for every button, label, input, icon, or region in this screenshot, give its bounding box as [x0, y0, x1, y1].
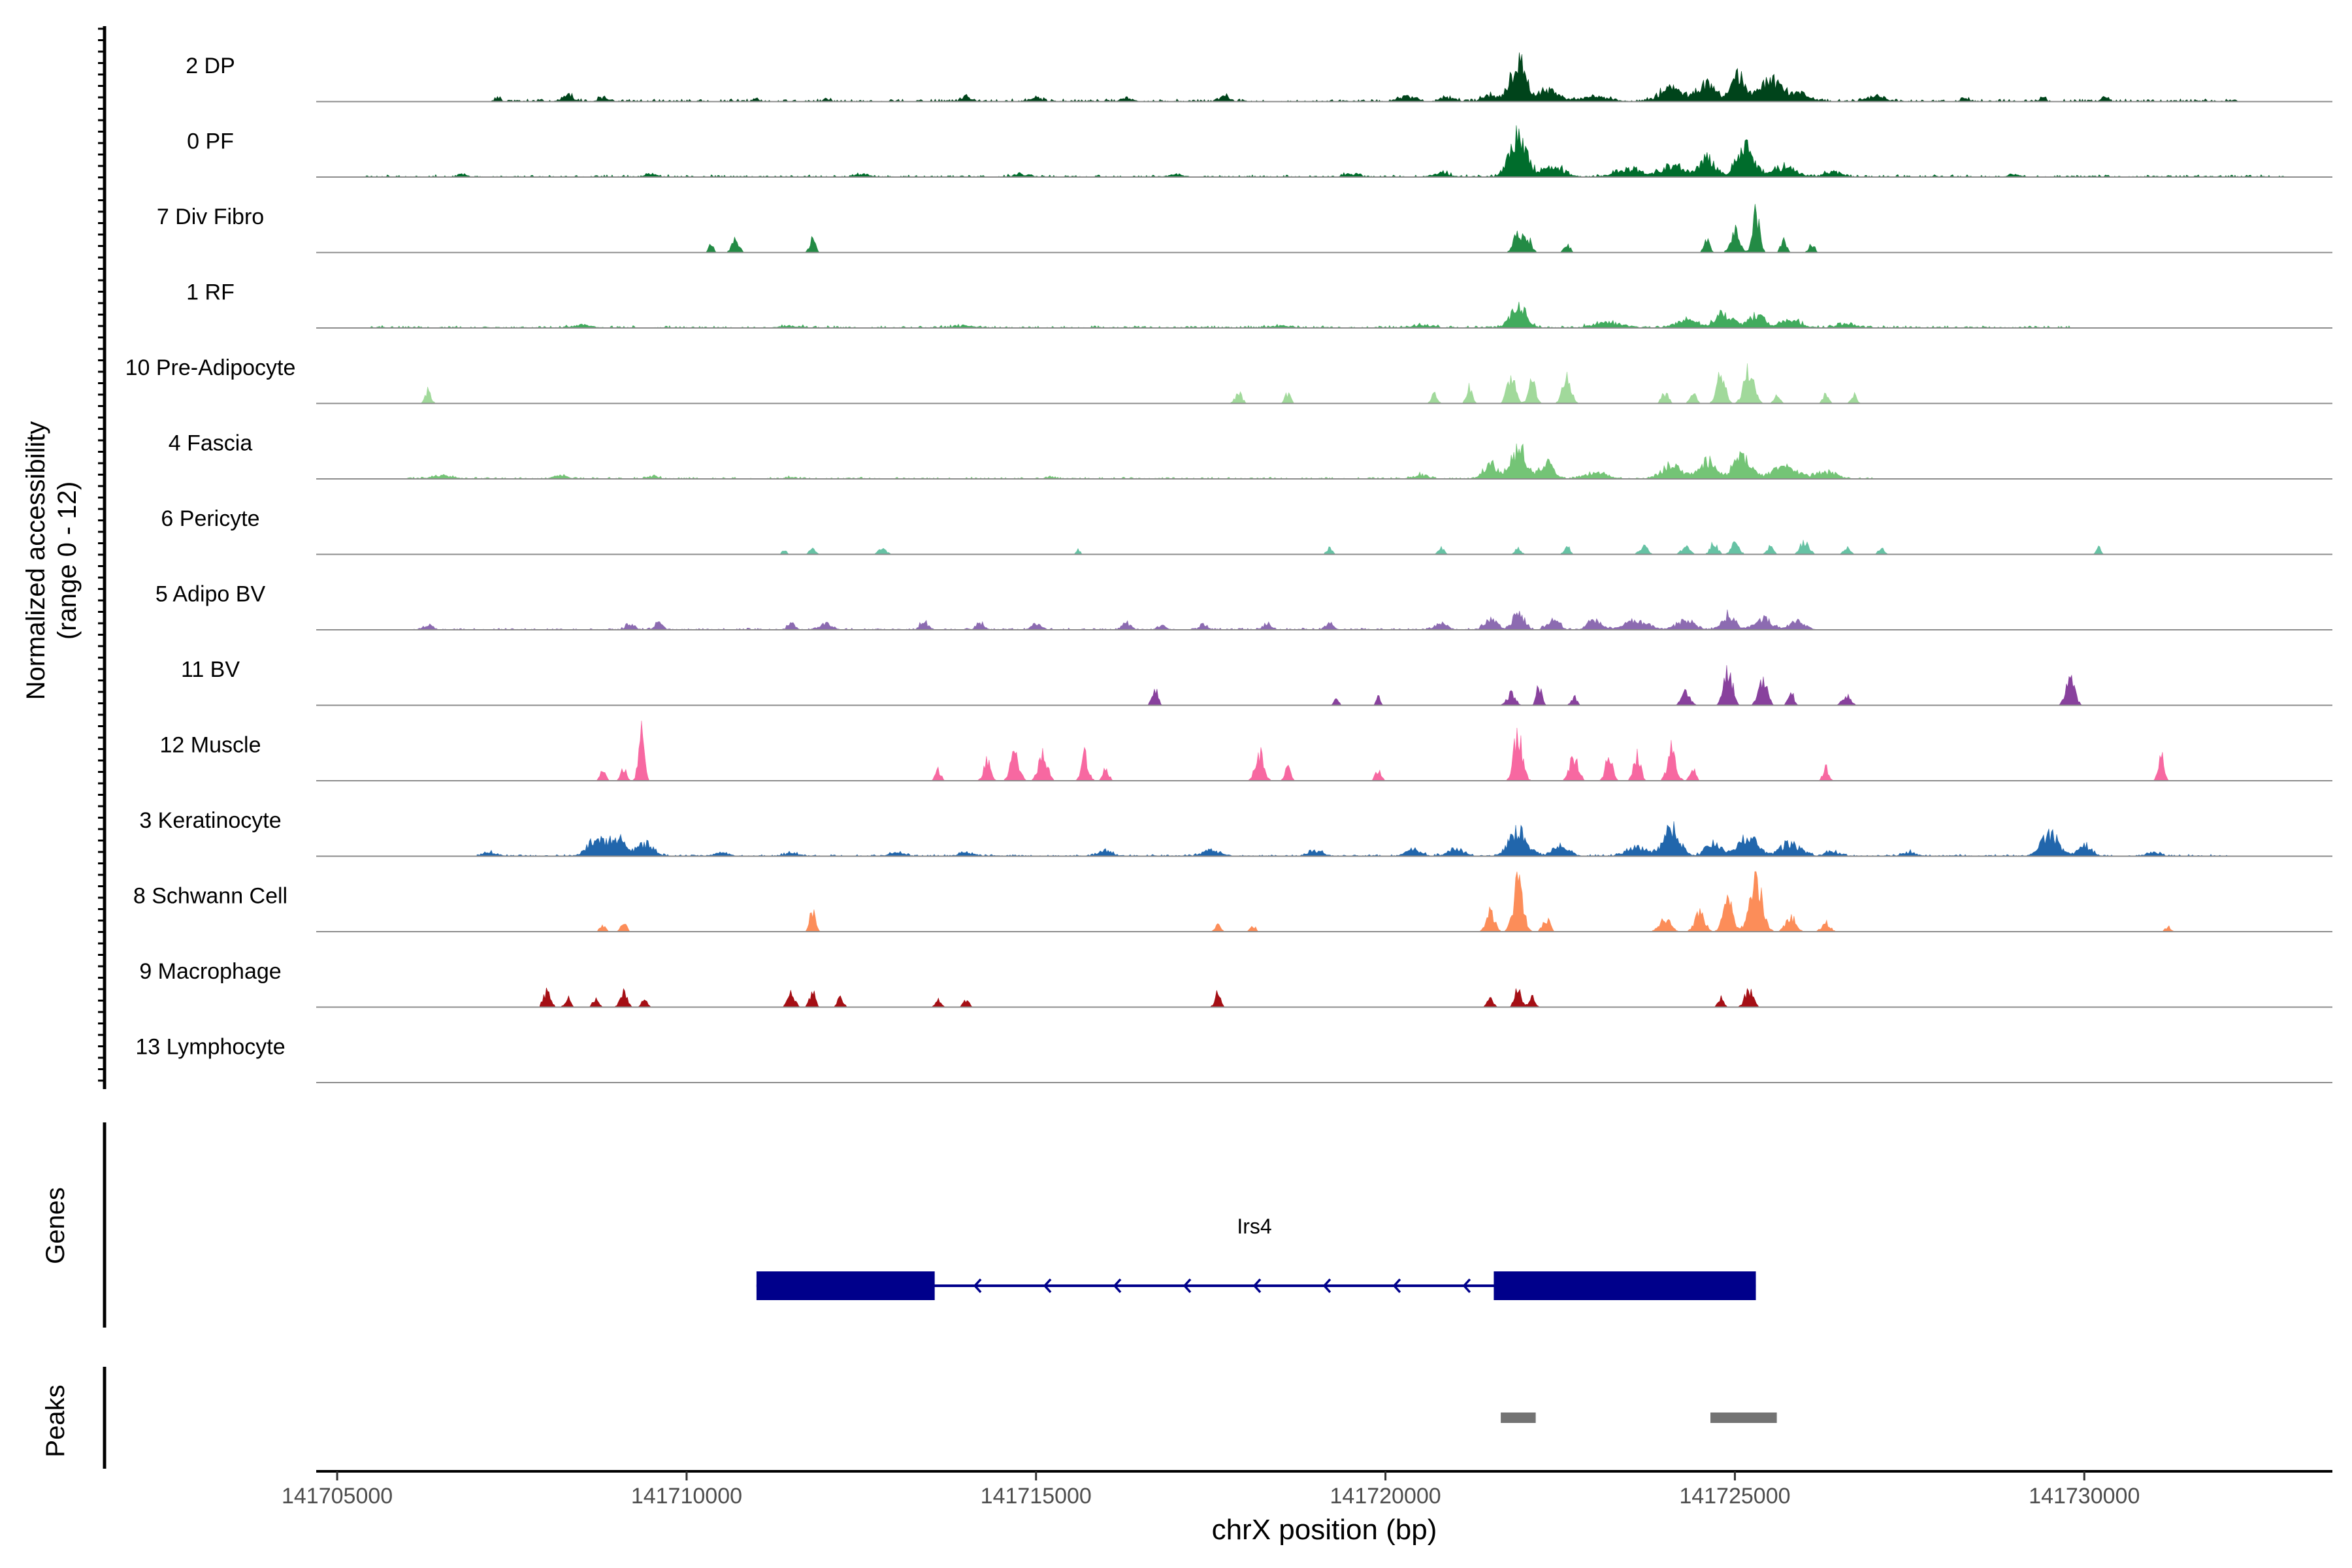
track-13-lymphocyte: 13 Lymphocyte	[135, 1035, 2332, 1083]
track-signal	[420, 363, 1861, 404]
track-signal	[414, 609, 1820, 630]
track-signal	[365, 301, 2071, 329]
track-2-dp: 2 DP	[186, 52, 2332, 103]
gene-strand-arrow	[1322, 1278, 1331, 1294]
track-signal	[700, 204, 1826, 253]
track-label: 0 PF	[187, 129, 234, 154]
gene-strand-arrow	[1462, 1278, 1471, 1294]
genes-panel: Genes Irs4	[41, 1122, 1756, 1328]
track-label: 5 Adipo BV	[155, 582, 266, 607]
track-1-rf: 1 RF	[186, 280, 2332, 329]
track-10-pre-adipocyte: 10 Pre-Adipocyte	[125, 355, 2332, 404]
track-12-muscle: 12 Muscle	[160, 720, 2332, 781]
track-0-pf: 0 PF	[187, 125, 2332, 178]
track-label: 8 Schwann Cell	[133, 884, 287, 909]
track-label: 7 Div Fibro	[157, 204, 264, 229]
peak-region	[1501, 1413, 1536, 1423]
x-axis-tick-label: 141725000	[1679, 1484, 1790, 1509]
x-axis-tick-label: 141710000	[631, 1484, 742, 1509]
gene-name-label: Irs4	[1237, 1215, 1271, 1238]
gene-strand-arrow	[1392, 1278, 1401, 1294]
genes-panel-label: Genes	[41, 1187, 70, 1264]
track-label: 6 Pericyte	[161, 506, 259, 531]
gene-strand-arrow	[1043, 1278, 1052, 1294]
track-label: 11 BV	[181, 657, 240, 682]
gene-exon	[756, 1271, 935, 1300]
track-label: 2 DP	[186, 54, 235, 78]
track-label: 13 Lymphocyte	[135, 1035, 285, 1060]
track-label: 3 Keratinocyte	[139, 808, 281, 833]
track-5-adipo-bv: 5 Adipo BV	[155, 582, 2332, 630]
track-signal	[365, 125, 2295, 178]
gene-exon	[1494, 1271, 1756, 1300]
track-signal	[1147, 665, 2085, 706]
x-axis: chrX position (bp) 141705000 141710000 141…	[282, 1470, 2332, 1546]
track-6-pericyte: 6 Pericyte	[161, 506, 2332, 555]
track-8-schwann-cell: 8 Schwann Cell	[133, 871, 2332, 932]
track-signal	[540, 987, 1763, 1007]
track-3-keratinocyte: 3 Keratinocyte	[139, 808, 2332, 857]
track-signal	[406, 443, 1875, 480]
gene-strand-arrow	[1252, 1278, 1262, 1294]
x-axis-title: chrX position (bp)	[1212, 1514, 1437, 1546]
gene-strand-arrow	[973, 1278, 982, 1294]
y-axis-label-line-2: (range 0 - 12)	[53, 482, 82, 640]
track-label: 10 Pre-Adipocyte	[125, 355, 296, 380]
peaks-panel: Peaks	[41, 1367, 1777, 1469]
track-11-bv: 11 BV	[181, 657, 2332, 706]
peaks-panel-label: Peaks	[41, 1384, 70, 1457]
track-signal	[595, 871, 2176, 932]
gene-strand-arrow	[1113, 1278, 1122, 1294]
track-4-fascia: 4 Fascia	[169, 431, 2332, 480]
x-axis-tick-label: 141720000	[1330, 1484, 1441, 1509]
track-9-macrophage: 9 Macrophage	[139, 959, 2332, 1008]
track-area: 2 DP 0 PF 7 Div Fibro 1 RF 10 Pre-Adipocyte 4…	[125, 52, 2332, 1083]
y-axis-label: Normalized accessibility (range 0 - 12)	[22, 421, 82, 700]
x-axis-tick-label: 141715000	[981, 1484, 1092, 1509]
coverage-y-axis	[98, 26, 106, 1089]
track-label: 9 Macrophage	[139, 959, 281, 984]
track-label: 12 Muscle	[160, 733, 261, 758]
x-axis-tick-label: 141705000	[282, 1484, 393, 1509]
track-signal	[476, 821, 2238, 857]
x-axis-tick-label: 141730000	[2029, 1484, 2140, 1509]
track-7-div-fibro: 7 Div Fibro	[157, 204, 2332, 253]
track-signal	[491, 52, 2238, 103]
track-label: 1 RF	[186, 280, 235, 305]
track-signal	[777, 540, 2246, 555]
peak-region	[1710, 1413, 1777, 1423]
track-signal	[595, 720, 2176, 781]
track-label: 4 Fascia	[169, 431, 253, 456]
y-axis-label-line-1: Normalized accessibility	[22, 421, 50, 700]
gene-strand-arrow	[1183, 1278, 1192, 1294]
